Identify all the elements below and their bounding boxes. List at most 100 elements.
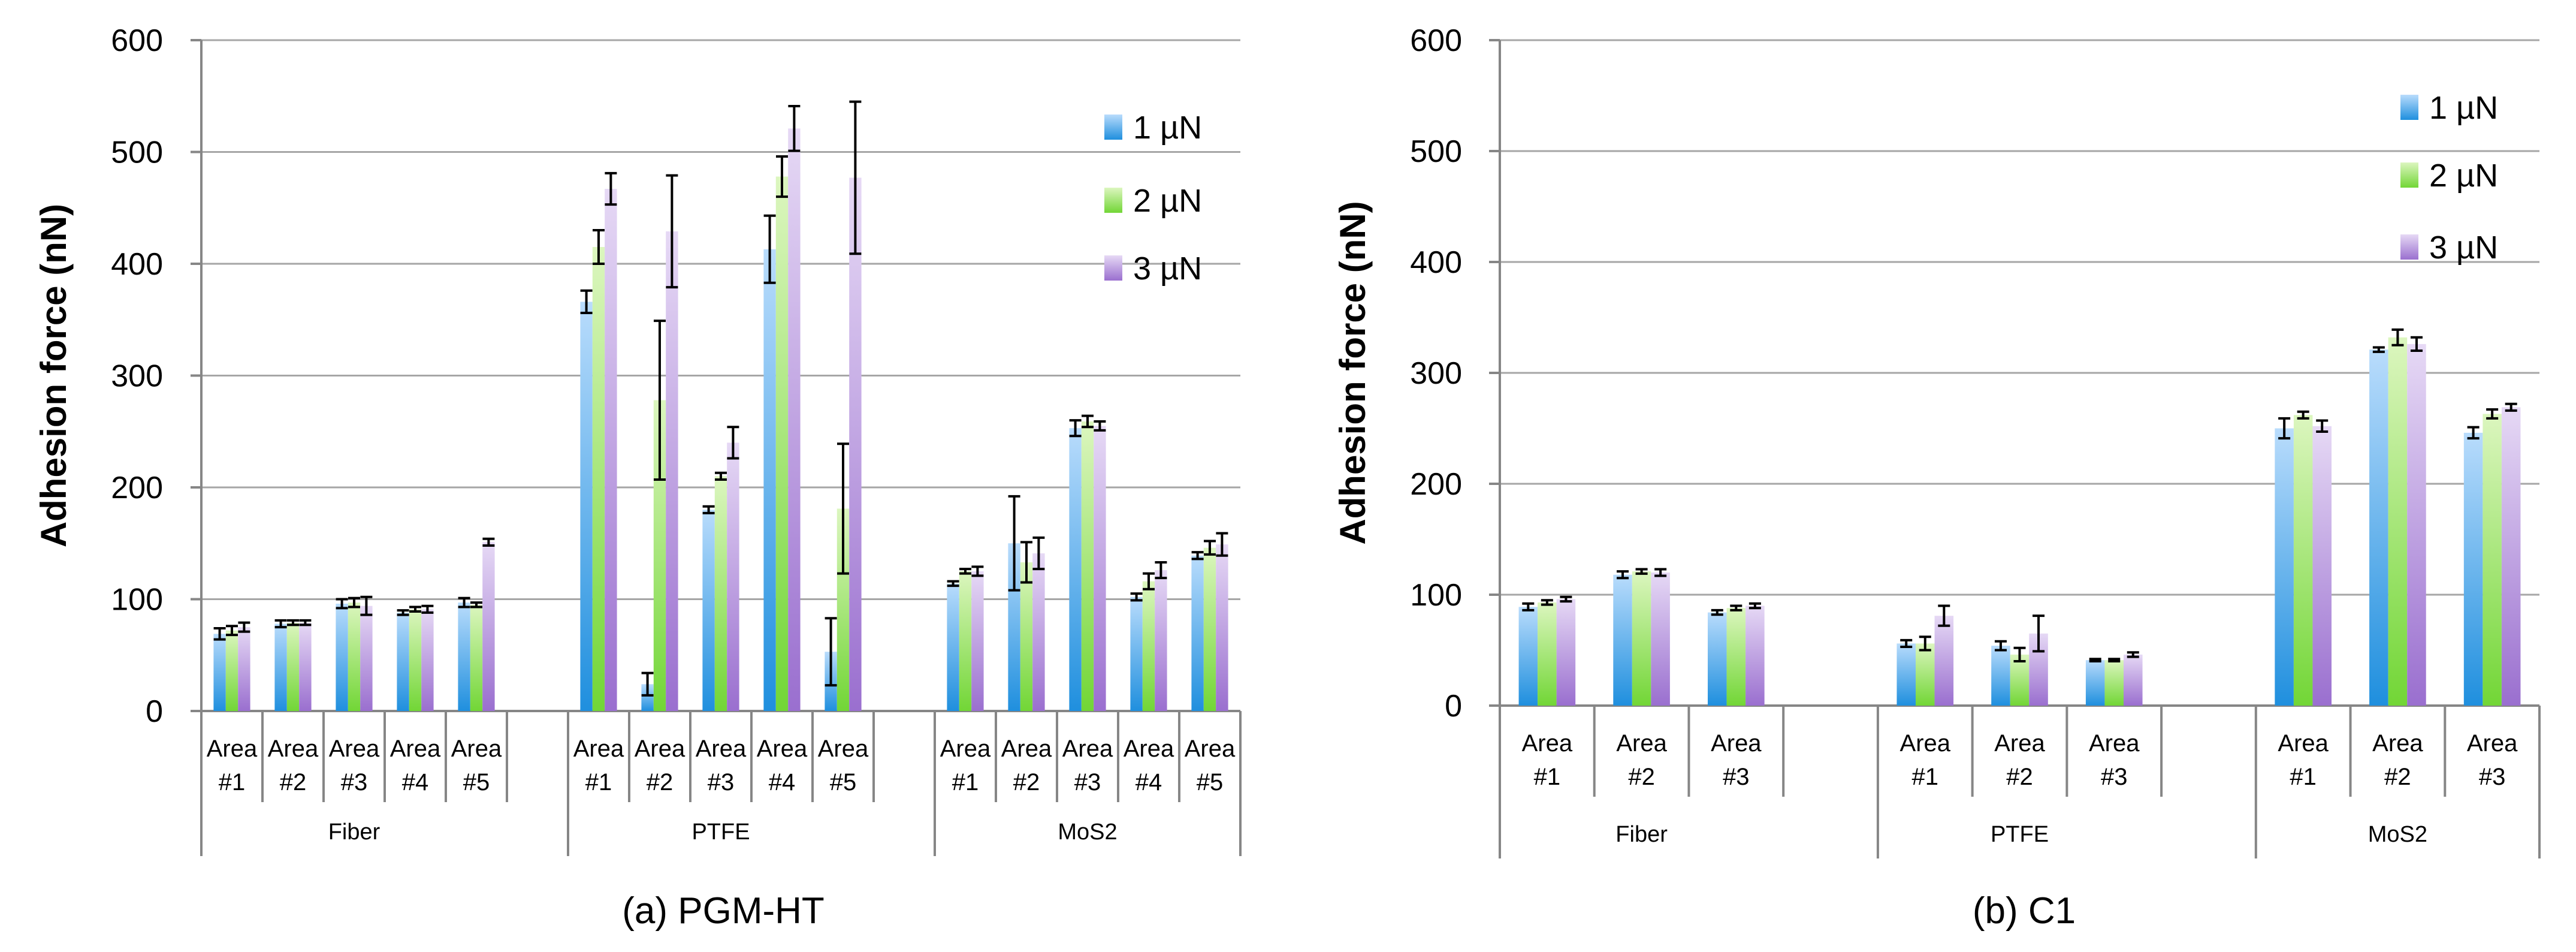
legend-label-3: 3 µN — [2429, 230, 2498, 266]
area-label-line1: Area — [1124, 736, 1174, 762]
bar-mos2-area4-series1 — [1130, 596, 1143, 711]
bar-fiber-area1-series1 — [1518, 607, 1538, 706]
bar-mos2-area5-series1 — [1191, 555, 1204, 711]
area-label-line1: Area — [940, 736, 991, 762]
legend-swatch-2 — [1104, 188, 1122, 213]
area-label-line1: Area — [268, 736, 319, 762]
bar-fiber-area2-series1 — [274, 623, 287, 711]
area-label-line1: Area — [1522, 730, 1573, 757]
bar-ptfe-area2-series2 — [653, 400, 666, 711]
area-label-line1: Area — [1062, 736, 1113, 762]
error-bars — [1522, 328, 2517, 662]
area-label-line2: #3 — [341, 769, 368, 796]
chart-c1: 0 100 200 300 400 500 600 Adhesion force (nN) Ar… — [1333, 23, 2541, 932]
bar-fiber-area2-series3 — [299, 622, 312, 711]
area-label-line2: #5 — [463, 769, 490, 796]
group-label-ptfe: PTFE — [691, 820, 750, 845]
legend: 1 µN 2 µN 3 µN — [1104, 110, 1202, 287]
bar-fiber-area4-series2 — [409, 609, 422, 711]
area-label-line1: Area — [573, 736, 624, 762]
area-label-line2: #3 — [1074, 769, 1101, 796]
bar-fiber-area1-series2 — [1538, 602, 1557, 706]
area-label-line1: Area — [696, 736, 747, 762]
group-label-fiber: Fiber — [328, 820, 380, 845]
area-label-line2: #2 — [280, 769, 307, 796]
bar-fiber-area3-series3 — [360, 605, 373, 711]
area-label-line1: Area — [635, 736, 685, 762]
y-tick-label: 600 — [1410, 23, 1462, 58]
bar-fiber-area1-series2 — [225, 630, 238, 711]
area-label-line2: #2 — [1628, 764, 1655, 790]
area-label-line2: #2 — [1013, 769, 1040, 796]
bar-ptfe-area1-series1 — [580, 302, 593, 711]
bar-mos2-area4-series3 — [1155, 570, 1167, 711]
bar-mos2-area1-series1 — [2275, 428, 2294, 706]
x-category-labels: Area #1 Area #2 Area #3 Area #4 Area #5 Area #1 Area… — [207, 711, 1242, 856]
y-tick-label: 200 — [1410, 467, 1462, 502]
y-axis-label: Adhesion force (nN) — [34, 204, 74, 547]
chart-caption: (a) PGM-HT — [622, 890, 825, 932]
bar-mos2-area5-series2 — [1203, 547, 1216, 711]
bar-fiber-area5-series1 — [458, 602, 470, 711]
bar-ptfe-area3-series2 — [714, 476, 727, 711]
bar-fiber-area2-series2 — [1632, 571, 1651, 706]
group-label-mos2: MoS2 — [1058, 820, 1117, 845]
bar-ptfe-area1-series3 — [605, 189, 617, 711]
y-tick-label: 0 — [1445, 689, 1462, 724]
y-tick-label: 200 — [111, 471, 163, 505]
area-label-line1: Area — [1994, 730, 2045, 757]
area-label-line2: #4 — [1136, 769, 1162, 796]
area-label-line2: #1 — [585, 769, 612, 796]
bar-ptfe-area5-series2 — [836, 508, 850, 711]
group-label-mos2: MoS2 — [2368, 822, 2427, 847]
bar-mos2-area3-series1 — [2463, 432, 2483, 706]
area-label-line2: #4 — [769, 769, 796, 796]
area-label-line1: Area — [2089, 730, 2140, 757]
bar-fiber-area1-series3 — [238, 627, 250, 711]
legend-swatch-1 — [1104, 115, 1122, 140]
y-tick-label: 500 — [1410, 134, 1462, 169]
bar-mos2-area3-series1 — [1069, 428, 1082, 711]
legend-label-3: 3 µN — [1133, 251, 1202, 287]
area-label-line1: Area — [1900, 730, 1951, 757]
bar-fiber-area5-series3 — [482, 542, 495, 711]
y-axis-label: Adhesion force (nN) — [1333, 201, 1373, 544]
bar-mos2-area2-series3 — [1032, 553, 1045, 711]
bar-mos2-area2-series1 — [1008, 543, 1020, 711]
y-tick-label: 300 — [111, 359, 163, 394]
legend-label-1: 1 µN — [2429, 90, 2498, 126]
bar-ptfe-area5-series3 — [849, 177, 862, 711]
bar-ptfe-area1-series1 — [1896, 643, 1916, 706]
bar-mos2-area2-series2 — [1020, 562, 1033, 711]
bar-ptfe-area4-series2 — [775, 176, 789, 711]
bar-ptfe-area1-series2 — [592, 247, 605, 711]
bar-fiber-area3-series2 — [348, 602, 361, 711]
bars — [213, 128, 1228, 711]
legend-label-2: 2 µN — [1133, 183, 1202, 219]
y-tick-label: 100 — [111, 583, 163, 617]
legend-label-2: 2 µN — [2429, 158, 2498, 194]
area-label-line1: Area — [1711, 730, 1762, 757]
group-label-ptfe: PTFE — [1991, 822, 2049, 847]
bar-mos2-area1-series1 — [947, 583, 959, 711]
bar-mos2-area2-series3 — [2407, 344, 2426, 706]
bar-fiber-area2-series3 — [1651, 573, 1670, 706]
bar-ptfe-area2-series2 — [2010, 654, 2030, 706]
chart-caption: (b) C1 — [1973, 890, 2076, 932]
bar-mos2-area4-series2 — [1142, 581, 1155, 711]
y-tick-label: 600 — [111, 23, 163, 58]
bar-ptfe-area1-series3 — [1934, 616, 1954, 706]
area-label-line1: Area — [1185, 736, 1236, 762]
legend-swatch-1 — [2400, 95, 2418, 120]
bar-mos2-area3-series2 — [1081, 421, 1094, 711]
area-label-line2: #3 — [708, 769, 735, 796]
bar-ptfe-area3-series2 — [2104, 660, 2124, 706]
area-label-line1: Area — [390, 736, 441, 762]
bar-ptfe-area2-series3 — [666, 231, 678, 711]
chart-pgm-ht: 0 100 200 300 400 500 600 Adhesion force (nN) Ar… — [34, 23, 1242, 932]
area-label-line2: #1 — [952, 769, 979, 796]
area-label-line1: Area — [451, 736, 502, 762]
area-label-line2: #2 — [2384, 764, 2411, 790]
area-label-line2: #2 — [2006, 764, 2033, 790]
bar-fiber-area4-series3 — [421, 609, 434, 711]
